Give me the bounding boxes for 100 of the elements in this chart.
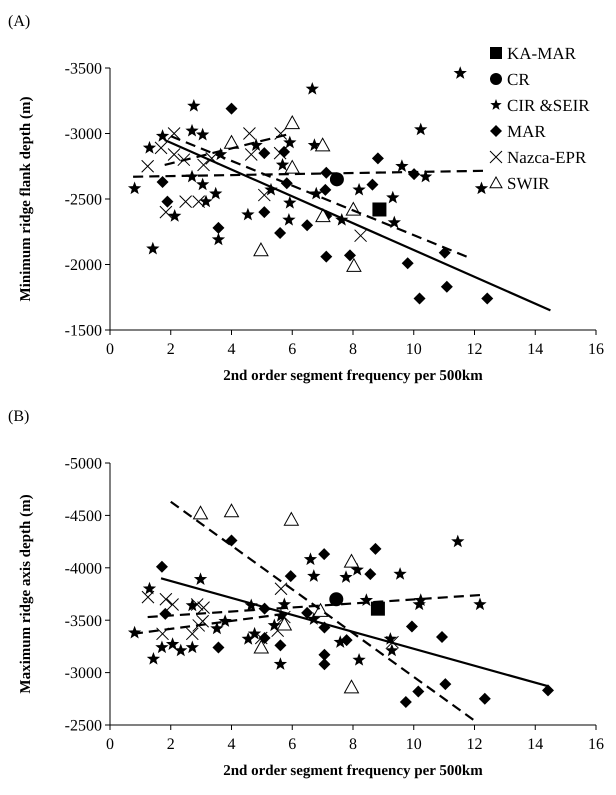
y-tick-label: -4000 (64, 560, 102, 578)
point (418, 170, 432, 182)
point (436, 630, 448, 643)
point (212, 641, 224, 654)
x-tick-label: 2 (166, 736, 175, 753)
point (412, 597, 426, 610)
point (276, 158, 290, 171)
point (174, 644, 188, 656)
point (274, 639, 286, 652)
point (161, 196, 174, 208)
point (192, 618, 206, 632)
point (274, 146, 287, 160)
point (386, 636, 399, 649)
point (166, 598, 180, 611)
point (364, 568, 376, 580)
point (168, 148, 181, 161)
point (141, 160, 154, 173)
point (254, 640, 269, 654)
point (185, 124, 199, 137)
point (366, 178, 378, 191)
point (280, 177, 293, 190)
point (156, 560, 168, 573)
point (274, 127, 288, 140)
point (212, 222, 224, 234)
point (386, 190, 400, 204)
x-tick-label: 6 (288, 736, 296, 753)
point (284, 512, 299, 526)
point (193, 506, 208, 520)
y-tick-label: -3000 (64, 126, 102, 144)
point (187, 98, 200, 112)
point (274, 227, 286, 240)
point (218, 614, 232, 627)
y-tick-label: -4500 (64, 508, 102, 525)
x-tick-label: 12 (466, 736, 482, 753)
point (142, 140, 156, 154)
point (307, 569, 320, 582)
point (146, 652, 160, 665)
point (542, 684, 554, 696)
point (146, 242, 160, 254)
point (283, 136, 296, 148)
x-tick-label: 16 (588, 736, 604, 753)
chart-title: (B) (8, 408, 30, 425)
legend-label: CIR &SEIR (507, 96, 590, 115)
point (318, 648, 330, 661)
x-tick-label: 8 (349, 341, 357, 358)
point (451, 534, 464, 548)
point (318, 658, 330, 670)
point (319, 184, 332, 196)
point (406, 620, 418, 632)
point (369, 542, 382, 555)
y-tick-label: -3000 (64, 665, 102, 682)
point (344, 680, 359, 694)
point (241, 208, 255, 220)
point (154, 141, 168, 154)
point (284, 160, 300, 174)
point (159, 592, 172, 606)
point (344, 249, 356, 262)
point (156, 129, 170, 142)
point (395, 159, 409, 172)
point (304, 552, 318, 566)
point (205, 152, 218, 165)
point (168, 209, 182, 222)
point (177, 153, 190, 166)
point (258, 188, 271, 202)
point (276, 616, 292, 630)
point (196, 128, 210, 140)
point (330, 172, 344, 186)
point (194, 572, 208, 585)
legend-label: Nazca-EPR (507, 148, 587, 167)
point (186, 640, 199, 654)
point (128, 182, 142, 194)
point (393, 567, 407, 580)
point (352, 653, 366, 666)
point (226, 102, 238, 115)
point (318, 548, 330, 560)
y-tick-label: -3500 (64, 60, 102, 78)
x-tick-label: 2 (166, 341, 175, 358)
point (197, 158, 210, 172)
point (190, 598, 204, 611)
point (329, 592, 344, 606)
x-axis-title: 2nd order segment frequency per 500km (223, 368, 484, 384)
x-axis-title: 2nd order segment frequency per 500km (223, 763, 484, 779)
point (402, 257, 414, 270)
point (253, 242, 268, 256)
point (474, 182, 488, 194)
point (159, 206, 172, 219)
point (344, 554, 359, 568)
legend-label: CR (507, 70, 530, 89)
point (372, 152, 384, 164)
legend-label: SWIR (507, 174, 550, 193)
x-tick-label: 4 (228, 736, 236, 753)
point (400, 696, 412, 708)
point (242, 127, 256, 140)
y-tick-label: -1500 (64, 322, 102, 340)
point (156, 627, 170, 640)
point (142, 582, 156, 594)
point (414, 292, 426, 305)
legend-label: KA-MAR (507, 44, 577, 63)
point (283, 196, 296, 209)
x-tick-label: 14 (527, 736, 544, 753)
